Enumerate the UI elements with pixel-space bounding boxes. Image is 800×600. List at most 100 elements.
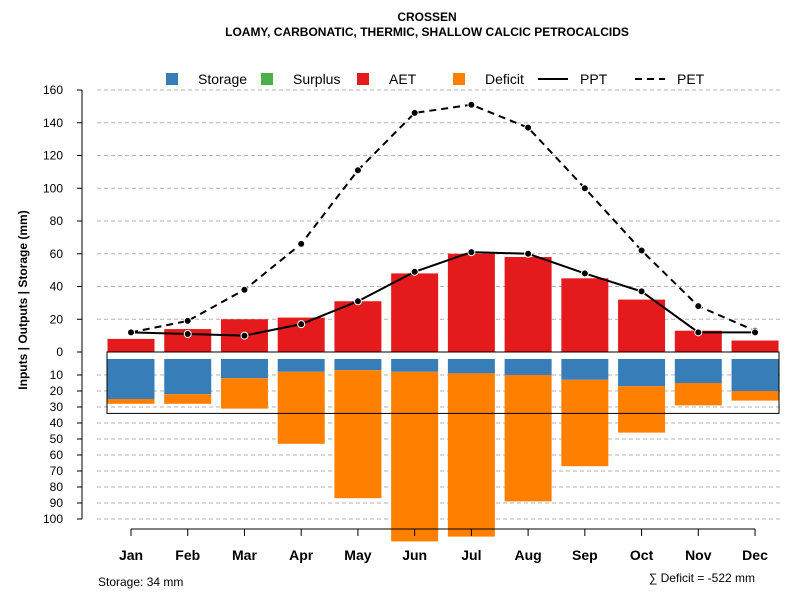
deficit-bar: [277, 371, 325, 444]
storage-bar: [391, 359, 439, 372]
storage-bar: [107, 359, 155, 399]
storage-bar: [220, 359, 268, 379]
pet-line: [130, 103, 756, 334]
pet-point: [524, 123, 533, 132]
legend-label-surplus: Surplus: [293, 71, 340, 87]
ppt-point: [580, 269, 589, 278]
y-tick-label: 70: [50, 464, 64, 478]
legend-label-aet: AET: [389, 71, 417, 87]
deficit-bar: [504, 375, 552, 502]
storage-bar: [561, 359, 609, 380]
legend-label-storage: Storage: [198, 71, 247, 87]
y-tick-label: 60: [50, 448, 64, 462]
y-tick-label: 30: [50, 400, 64, 414]
pet-point: [467, 100, 476, 109]
legend-swatch-surplus: [261, 73, 273, 85]
y-tick-label: 100: [43, 181, 63, 195]
deficit-bar: [164, 394, 212, 404]
bars: [106, 253, 780, 542]
x-tick-label-apr: Apr: [289, 547, 314, 563]
deficit-bar: [561, 379, 609, 467]
storage-bar: [334, 359, 382, 371]
pet-point: [297, 239, 306, 248]
y-tick-label: 100: [43, 512, 63, 526]
deficit-bar: [391, 371, 439, 542]
ppt-line: [130, 251, 756, 337]
pet-point: [183, 316, 192, 325]
aet-bar: [504, 257, 552, 352]
storage-bar: [731, 359, 779, 391]
pet-point: [410, 108, 419, 117]
x-tick-label-oct: Oct: [630, 547, 654, 563]
deficit-bar: [731, 391, 779, 401]
lines: [127, 100, 760, 340]
y-tick-label: 20: [50, 312, 64, 326]
aet-bar: [618, 299, 666, 352]
y-axis-label: Inputs | Outputs | Storage (mm): [16, 210, 30, 389]
axes: 0 20 40 60 80 100 120 140 160 10 20 30 40 50 60 70 80 90 1…: [43, 83, 768, 563]
legend-label-deficit: Deficit: [485, 71, 524, 87]
storage-bar: [447, 359, 495, 374]
deficit-bar: [674, 383, 722, 406]
x-tick-label-jun: Jun: [402, 547, 427, 563]
storage-bar: [674, 359, 722, 383]
legend: Storage Surplus AET Deficit PPT PET: [166, 71, 705, 87]
deficit-bar: [447, 373, 495, 537]
x-tick-label-jul: Jul: [461, 547, 481, 563]
x-tick-label-dec: Dec: [742, 547, 768, 563]
ppt-point: [127, 328, 135, 337]
deficit-note: ∑ Deficit = -522 mm: [649, 571, 755, 585]
ppt-point: [183, 329, 192, 338]
x-tick-label-may: May: [344, 547, 371, 563]
legend-label-ppt: PPT: [580, 71, 608, 87]
y-tick-label: 20: [50, 384, 64, 398]
x-tick-label-mar: Mar: [232, 547, 257, 563]
aet-bar: [334, 301, 382, 352]
storage-bar: [277, 359, 325, 372]
x-tick-label-jan: Jan: [119, 547, 143, 563]
ppt-point: [297, 320, 306, 329]
ppt-point: [751, 328, 760, 337]
y-tick-label: 160: [43, 83, 63, 97]
pet-point: [694, 302, 703, 311]
ppt-point: [524, 249, 533, 258]
y-tick-label: 40: [50, 280, 64, 294]
x-tick-label-sep: Sep: [572, 547, 598, 563]
y-tick-label: 60: [50, 247, 64, 261]
aet-bar: [107, 338, 155, 352]
y-tick-label: 120: [43, 149, 63, 163]
storage-bar: [504, 359, 552, 375]
y-tick-label: 0: [56, 345, 63, 359]
deficit-bar: [618, 386, 666, 433]
y-tick-label: 50: [50, 432, 64, 446]
ppt-point: [240, 331, 249, 340]
aet-bar: [674, 330, 722, 352]
pet-point: [637, 246, 646, 255]
storage-bar: [164, 359, 212, 395]
pet-point: [580, 184, 589, 193]
aet-bar: [391, 273, 439, 352]
legend-swatch-aet: [357, 73, 369, 85]
x-tick-label-nov: Nov: [685, 547, 712, 563]
x-tick-label-feb: Feb: [175, 547, 200, 563]
deficit-bar: [107, 399, 155, 404]
chart-title: CROSSEN: [397, 10, 456, 24]
storage-capacity-box: [106, 351, 780, 414]
y-tick-label: 80: [50, 480, 64, 494]
storage-bar: [618, 359, 666, 387]
aet-bar: [447, 253, 495, 352]
legend-label-pet: PET: [677, 71, 705, 87]
deficit-bar: [334, 370, 382, 499]
chart-subtitle: LOAMY, CARBONATIC, THERMIC, SHALLOW CALC…: [225, 25, 629, 39]
aet-bar: [561, 278, 609, 352]
deficit-bar: [220, 378, 268, 409]
legend-swatch-deficit: [453, 73, 465, 85]
pet-point: [353, 166, 362, 175]
y-tick-label: 90: [50, 496, 64, 510]
aet-bar: [731, 340, 779, 352]
ppt-point: [694, 328, 703, 337]
ppt-point: [467, 248, 476, 257]
storage-note: Storage: 34 mm: [98, 575, 183, 589]
y-tick-label: 40: [50, 416, 64, 430]
